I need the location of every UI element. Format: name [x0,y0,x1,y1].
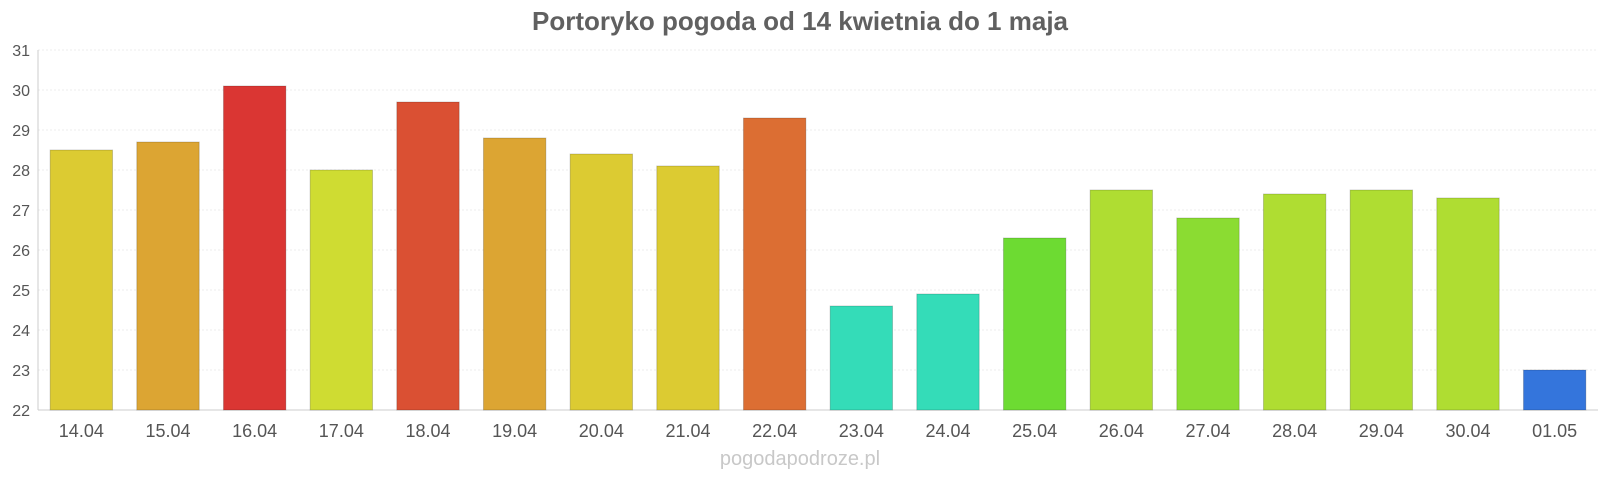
bar-14.04 [49,149,114,411]
bar-22.04 [742,117,807,411]
x-tick-label: 27.04 [1185,421,1230,441]
x-tick-label: 26.04 [1099,421,1144,441]
y-tick-label: 29 [12,123,30,140]
x-tick-label: 01.05 [1532,421,1577,441]
bar-16.04 [222,85,287,411]
watermark: pogodapodroze.pl [719,448,881,470]
chart-title: Portoryko pogoda od 14 kwietnia do 1 maj… [532,6,1068,36]
y-tick-label: 24 [12,323,30,340]
x-tick-label: 24.04 [925,421,970,441]
x-tick-label: 28.04 [1272,421,1317,441]
grid-lines [38,49,1598,411]
y-tick-label: 26 [12,243,30,260]
bar-29.04 [1349,189,1414,411]
x-tick-label: 18.04 [405,421,450,441]
x-tick-label: 25.04 [1012,421,1057,441]
x-tick-labels: 14.04 15.04 16.04 17.04 18.04 19.04 20.04 21.04… [59,421,1577,441]
bar-26.04 [1089,189,1154,411]
bar-01.05 [1522,369,1587,411]
bar-23.04 [829,305,894,411]
bar-19.04 [482,137,547,411]
y-tick-label: 30 [12,83,30,100]
bar-25.04 [1002,237,1067,411]
x-tick-label: 15.04 [145,421,190,441]
bar-27.04 [1176,217,1240,411]
x-tick-label: 30.04 [1445,421,1490,441]
y-tick-label: 23 [12,363,30,380]
bar-21.04 [656,165,720,411]
x-tick-label: 16.04 [232,421,277,441]
axes [37,50,1598,411]
x-tick-label: 29.04 [1359,421,1404,441]
x-tick-label: 21.04 [665,421,710,441]
bar-17.04 [309,169,374,411]
bar-24.04 [916,293,980,411]
bar-30.04 [1436,197,1500,411]
bar-15.04 [136,141,200,411]
y-tick-label: 22 [12,403,30,420]
y-tick-label: 31 [12,43,30,60]
x-tick-label: 14.04 [59,421,104,441]
bars [49,85,1587,411]
y-tick-labels: 22 23 24 25 26 27 28 29 30 31 [12,43,30,420]
x-tick-label: 20.04 [579,421,624,441]
x-tick-label: 17.04 [319,421,364,441]
bar-28.04 [1262,193,1327,411]
y-tick-label: 25 [12,283,30,300]
bar-18.04 [396,101,460,411]
bar-20.04 [569,153,634,411]
x-tick-label: 19.04 [492,421,537,441]
y-tick-label: 28 [12,163,30,180]
y-tick-label: 27 [12,203,30,220]
x-tick-label: 22.04 [752,421,797,441]
x-tick-label: 23.04 [839,421,884,441]
